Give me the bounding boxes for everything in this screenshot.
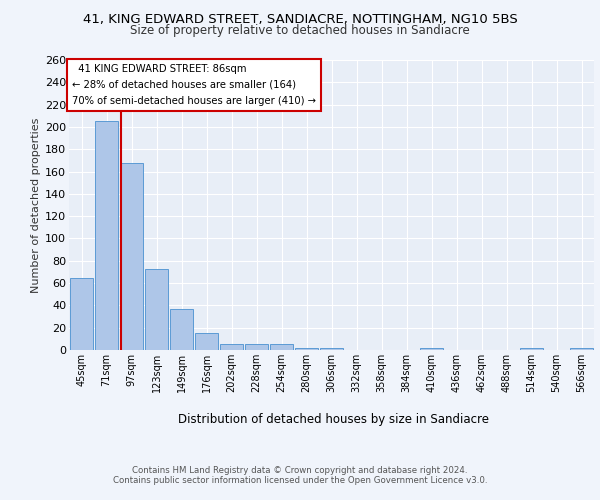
- Bar: [320, 348, 343, 350]
- Bar: [419, 348, 443, 350]
- Text: Distribution of detached houses by size in Sandiacre: Distribution of detached houses by size …: [178, 412, 488, 426]
- Bar: [70, 278, 94, 350]
- Bar: [569, 348, 593, 350]
- Bar: [170, 308, 193, 350]
- Bar: [194, 334, 218, 350]
- Bar: [520, 348, 544, 350]
- Bar: [95, 122, 118, 350]
- Text: Contains public sector information licensed under the Open Government Licence v3: Contains public sector information licen…: [113, 476, 487, 485]
- Bar: [220, 344, 244, 350]
- Bar: [119, 162, 143, 350]
- Text: Contains HM Land Registry data © Crown copyright and database right 2024.: Contains HM Land Registry data © Crown c…: [132, 466, 468, 475]
- Bar: [145, 268, 169, 350]
- Y-axis label: Number of detached properties: Number of detached properties: [31, 118, 41, 292]
- Bar: [269, 344, 293, 350]
- Text: 41, KING EDWARD STREET, SANDIACRE, NOTTINGHAM, NG10 5BS: 41, KING EDWARD STREET, SANDIACRE, NOTTI…: [83, 12, 517, 26]
- Text: Size of property relative to detached houses in Sandiacre: Size of property relative to detached ho…: [130, 24, 470, 37]
- Text: 41 KING EDWARD STREET: 86sqm
← 28% of detached houses are smaller (164)
70% of s: 41 KING EDWARD STREET: 86sqm ← 28% of de…: [71, 64, 316, 106]
- Bar: [245, 344, 268, 350]
- Bar: [295, 348, 319, 350]
